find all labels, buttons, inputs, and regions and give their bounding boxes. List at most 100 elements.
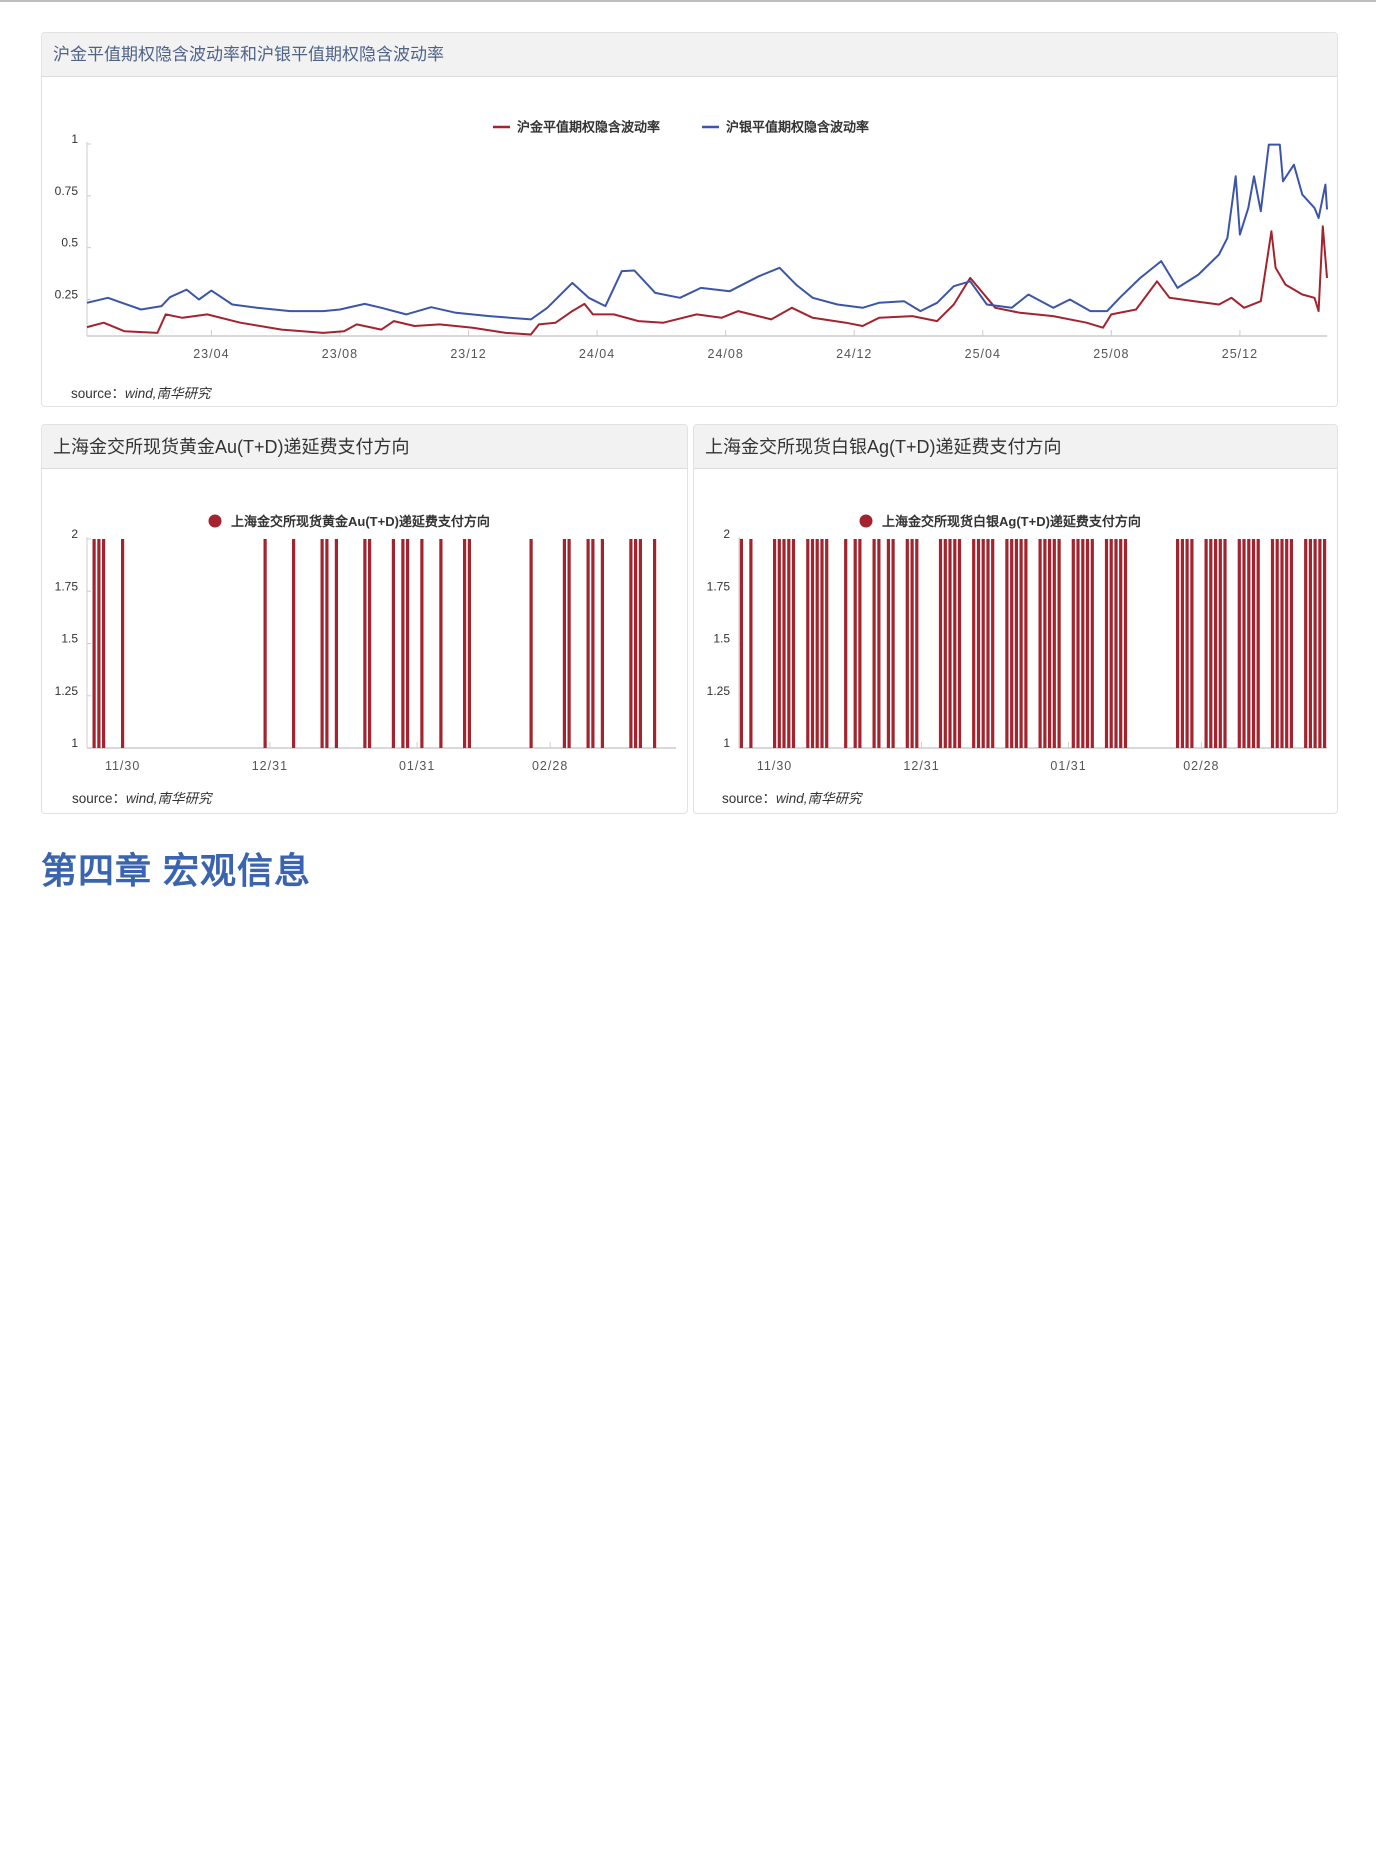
bar: [773, 539, 777, 748]
source-note: source：wind,南华研究: [71, 382, 211, 402]
legend-label: 上海金交所现货白银Ag(T+D)递延费支付方向: [882, 514, 1141, 529]
bar: [529, 539, 533, 748]
bar: [1285, 539, 1289, 748]
panel-title: 上海金交所现货黄金Au(T+D)递延费支付方向: [42, 425, 687, 469]
x-tick-label: 11/30: [757, 759, 792, 773]
bar: [1289, 539, 1293, 748]
bar: [886, 539, 890, 748]
bar: [791, 539, 796, 748]
bar-chart: 1 1.25 1.5 1.75 2 11/30 12/31 01/31 02/28 上海金交所现货…: [707, 514, 1327, 773]
bar: [1318, 539, 1322, 748]
bar: [825, 539, 829, 748]
bar: [938, 539, 943, 748]
bar: [263, 539, 267, 748]
legend-label-0: 沪金平值期权隐含波动率: [517, 120, 660, 135]
bar: [1090, 539, 1094, 748]
bar: [1057, 539, 1061, 748]
bar: [957, 539, 962, 748]
bar: [891, 539, 895, 748]
legend-swatch: [859, 514, 873, 528]
y-tick-label: 0.25: [55, 288, 79, 302]
series-line-0: [86, 225, 1328, 336]
chart-panel-silver-deferred-fee: 上海金交所现货白银Ag(T+D)递延费支付方向 1 1.25 1.5 1.75 2 11/…: [693, 424, 1338, 814]
bar: [1176, 539, 1180, 748]
bar: [1313, 539, 1317, 748]
bar: [1119, 539, 1123, 748]
bar: [1114, 539, 1118, 748]
y-tick-label: 1.25: [707, 684, 731, 698]
bar: [981, 539, 985, 748]
bar: [591, 539, 595, 748]
y-tick-label: 0.5: [61, 236, 78, 250]
bar: [1242, 539, 1246, 748]
bar: [858, 539, 862, 748]
x-tick-label: 01/31: [1050, 759, 1086, 773]
bar: [1218, 539, 1222, 748]
bar: [102, 539, 106, 748]
bar: [320, 539, 324, 748]
panel-title: 沪金平值期权隐含波动率和沪银平值期权隐含波动率: [42, 33, 1337, 77]
bar: [991, 539, 995, 748]
bar: [976, 539, 981, 748]
bar: [777, 539, 781, 748]
x-tick-label: 25/08: [1093, 347, 1129, 361]
bar: [1019, 539, 1023, 748]
y-tick-label: 1.5: [61, 632, 78, 646]
bar: [1270, 539, 1275, 748]
bar: [401, 539, 405, 748]
bar: [1180, 539, 1184, 748]
bar: [562, 539, 566, 748]
bar: [1209, 539, 1213, 748]
y-tick-label: 1.75: [55, 579, 79, 593]
y-tick-label: 1: [71, 132, 78, 146]
bar: [567, 539, 571, 748]
bar: [915, 539, 919, 748]
source-label: source：: [72, 791, 127, 806]
bar: [391, 539, 395, 748]
x-tick-label: 02/28: [532, 759, 568, 773]
legend-swatch: [208, 514, 222, 528]
y-tick-label: 2: [723, 527, 730, 541]
x-tick-label: 11/30: [105, 759, 140, 773]
bar: [1251, 539, 1256, 748]
chart-panel-implied-volatility: 沪金平值期权隐含波动率和沪银平值期权隐含波动率 0.25 0.5 0.75 1 23/0…: [41, 32, 1338, 407]
source-note: source：wind,南华研究: [72, 787, 212, 807]
bar: [1237, 539, 1241, 748]
bar: [943, 539, 947, 748]
x-tick-label: 24/08: [708, 347, 744, 361]
y-tick-label: 1.25: [55, 684, 79, 698]
bar: [586, 539, 590, 748]
bar: [420, 539, 424, 748]
x-tick-label: 23/12: [450, 347, 486, 361]
bar: [1323, 539, 1327, 748]
source-value: wind,南华研究: [125, 386, 211, 401]
y-tick-label: 1: [723, 736, 730, 750]
bar: [1052, 539, 1056, 748]
bar: [406, 539, 410, 748]
bar: [1256, 539, 1260, 748]
bar: [1005, 539, 1009, 748]
bar: [629, 539, 633, 748]
bar: [853, 539, 857, 748]
x-tick-label: 25/04: [965, 347, 1001, 361]
bar: [292, 539, 296, 748]
bar: [810, 539, 815, 748]
bar: [1109, 539, 1113, 748]
line-chart: 0.25 0.5 0.75 1 23/04 23/08 23/12 24/04 24/08 24/…: [55, 120, 1328, 361]
bar: [1024, 539, 1028, 748]
source-value: wind,南华研究: [776, 791, 862, 806]
bar: [1010, 539, 1014, 748]
bar: [905, 539, 909, 748]
x-tick-label: 24/04: [579, 347, 615, 361]
bar: [325, 539, 329, 748]
bar: [467, 539, 471, 748]
y-tick-label: 2: [71, 527, 78, 541]
bar: [1048, 539, 1052, 748]
bar: [1085, 539, 1090, 748]
panel-title: 上海金交所现货白银Ag(T+D)递延费支付方向: [694, 425, 1337, 469]
bar: [1247, 539, 1251, 748]
bar: [749, 539, 753, 748]
bar: [1280, 539, 1284, 748]
x-tick-label: 12/31: [903, 759, 939, 773]
bar: [1071, 539, 1075, 748]
